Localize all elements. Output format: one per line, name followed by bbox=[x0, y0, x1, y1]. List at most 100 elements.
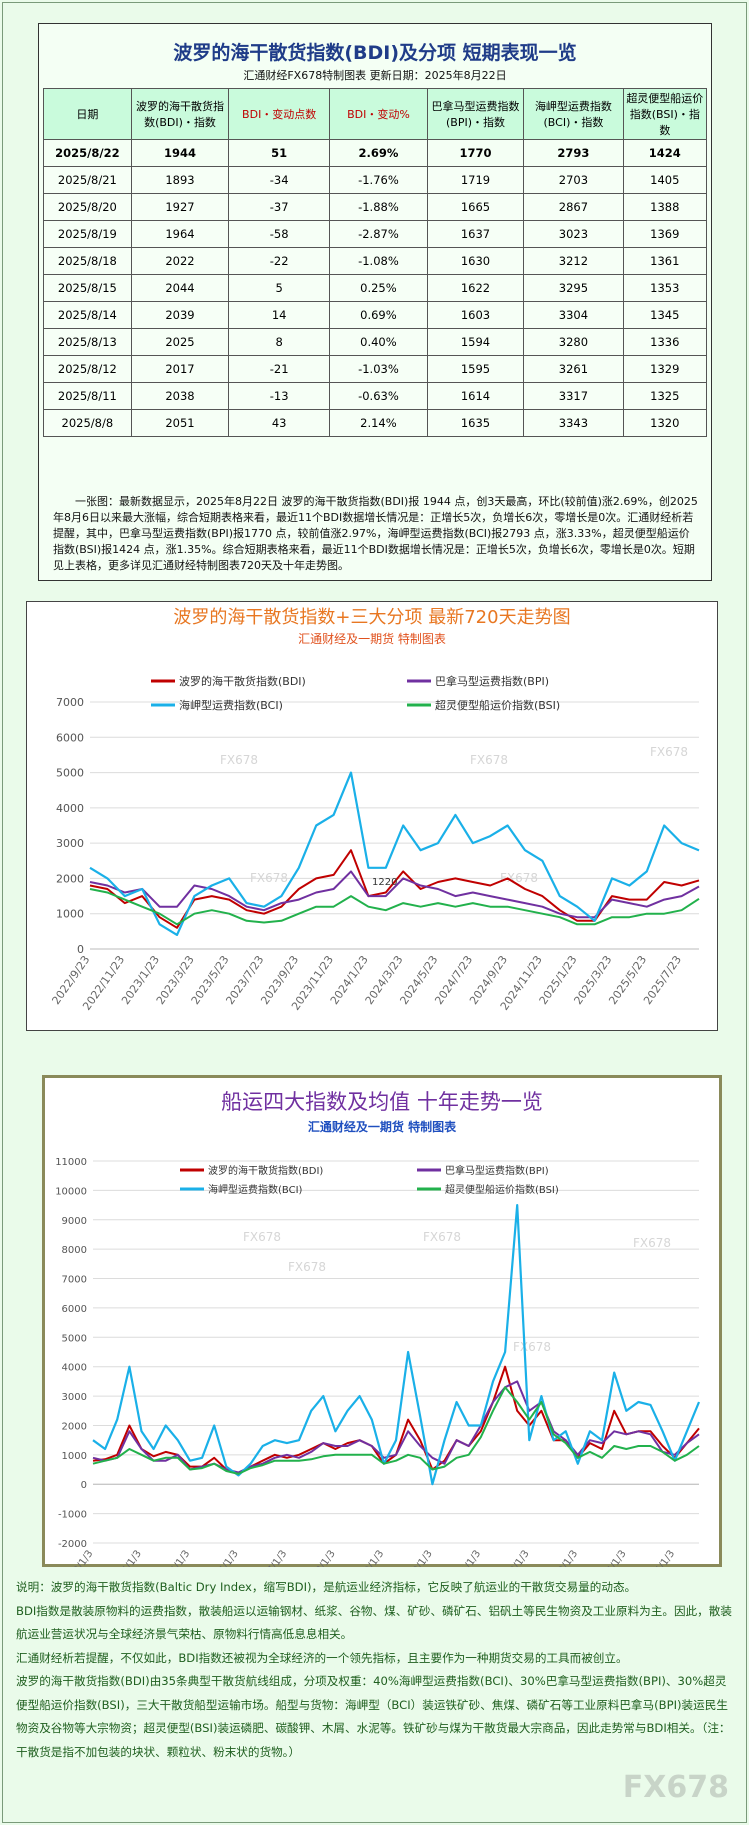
chart-title: 船运四大指数及均值 十年走势一览 bbox=[221, 1090, 543, 1114]
table-cell: 3304 bbox=[523, 301, 624, 329]
table-cell: 1770 bbox=[426, 139, 525, 167]
y-tick-label: 7000 bbox=[56, 696, 84, 709]
table-cell: 2025/8/8 bbox=[43, 409, 132, 437]
watermark: FX678 bbox=[288, 1260, 326, 1274]
note-paragraph: BDI指数是散装原物料的运费指数，散装船运以运输钢材、纸浆、谷物、煤、矿砂、磷矿… bbox=[16, 1603, 732, 1642]
y-tick-label: 11000 bbox=[55, 1157, 87, 1168]
table-cell: 1595 bbox=[426, 355, 525, 383]
table-cell: 2025/8/20 bbox=[43, 193, 132, 221]
watermark: FX678 bbox=[500, 871, 538, 885]
table-cell: 1603 bbox=[426, 301, 525, 329]
watermark: FX678 bbox=[220, 753, 258, 767]
table-cell: 2025/8/11 bbox=[43, 382, 132, 410]
header-cell: 日期 bbox=[43, 88, 132, 140]
table-cell: 2025/8/15 bbox=[43, 274, 132, 302]
table-cell: 2025/8/22 bbox=[43, 139, 132, 167]
note-paragraph: 波罗的海干散货指数(BDI)由35条典型干散货航线组成，分项及权重：40%海岬型… bbox=[16, 1674, 731, 1759]
table-cell: 1345 bbox=[622, 301, 708, 329]
y-tick-label: 1000 bbox=[62, 1451, 87, 1462]
notes: 说明：波罗的海干散货指数(Baltic Dry Index，缩写BDI)，是航运… bbox=[16, 1576, 738, 1764]
header-cell: BDI・变动% bbox=[329, 88, 428, 140]
table-cell: 1622 bbox=[426, 274, 525, 302]
table-cell: 1944 bbox=[130, 139, 230, 167]
watermark: FX678 bbox=[250, 871, 288, 885]
note-paragraph: 说明：波罗的海干散货指数(Baltic Dry Index，缩写BDI)，是航运… bbox=[16, 1580, 637, 1594]
table-cell: 1369 bbox=[622, 220, 708, 248]
legend-label: 巴拿马型运费指数(BPI) bbox=[445, 1164, 549, 1177]
table-row: 2025/8/12 2017 -21 -1.03% 1595 3261 1329 bbox=[43, 355, 708, 383]
table-cell: 8 bbox=[228, 328, 331, 356]
chart-720: 波罗的海干散货指数+三大分项 最新720天走势图 汇通财经及一期货 特制图表 0… bbox=[26, 601, 718, 1031]
legend-label: 巴拿马型运费指数(BPI) bbox=[435, 674, 549, 688]
table-row: 2025/8/13 2025 8 0.40% 1594 3280 1336 bbox=[43, 328, 708, 356]
table-subtitle: 汇通财经FX678特制图表 更新日期：2025年8月22日 bbox=[243, 69, 507, 82]
y-tick-label: 4000 bbox=[56, 802, 84, 815]
table-cell: -34 bbox=[228, 166, 331, 194]
table-cell: 3317 bbox=[523, 382, 624, 410]
table-cell: 0.40% bbox=[329, 328, 428, 356]
table-cell: 0.69% bbox=[329, 301, 428, 329]
header-cell: 巴拿马型运费指数(BPI)・指数 bbox=[426, 88, 525, 140]
table-cell: 43 bbox=[228, 409, 331, 437]
legend-label: 超灵便型船运价指数(BSI) bbox=[445, 1183, 559, 1196]
y-tick-label: 1000 bbox=[56, 908, 84, 921]
table-cell: 1361 bbox=[622, 247, 708, 275]
annotation: 1220 bbox=[372, 877, 397, 888]
table-cell: 3212 bbox=[523, 247, 624, 275]
watermark: FX678 bbox=[423, 1230, 461, 1244]
header-cell: 超灵便型船运价指数(BSI)・指数 bbox=[622, 88, 708, 140]
table-cell: 2867 bbox=[523, 193, 624, 221]
table-cell: 14 bbox=[228, 301, 331, 329]
table-cell: 2025/8/19 bbox=[43, 220, 132, 248]
series-line bbox=[89, 771, 700, 936]
table-cell: 2703 bbox=[523, 166, 624, 194]
table-cell: 2022 bbox=[130, 247, 230, 275]
table-cell: 1424 bbox=[622, 139, 708, 167]
y-tick-label: 5000 bbox=[56, 767, 84, 780]
table-cell: 1665 bbox=[426, 193, 525, 221]
legend-label: 超灵便型船运价指数(BSI) bbox=[435, 698, 560, 712]
header-cell: BDI・变动点数 bbox=[228, 88, 331, 140]
y-tick-label: 7000 bbox=[62, 1275, 87, 1286]
table-cell: 1964 bbox=[130, 220, 230, 248]
table-row: 2025/8/15 2044 5 0.25% 1622 3295 1353 bbox=[43, 274, 708, 302]
watermark: FX678 bbox=[650, 745, 688, 759]
table-cell: -0.63% bbox=[329, 382, 428, 410]
chart-title: 波罗的海干散货指数+三大分项 最新720天走势图 bbox=[173, 607, 570, 628]
table-cell: 2025/8/18 bbox=[43, 247, 132, 275]
table-row: 2025/8/22 1944 51 2.69% 1770 2793 1424 bbox=[43, 139, 708, 167]
chart-ten-year: 船运四大指数及均值 十年走势一览 汇通财经及一期货 特制图表 -2000 -100… bbox=[42, 1075, 722, 1567]
table-cell: 2793 bbox=[523, 139, 624, 167]
chart-subtitle: 汇通财经及一期货 特制图表 bbox=[298, 631, 446, 646]
table-cell: 1320 bbox=[622, 409, 708, 437]
watermark: FX678 bbox=[513, 1340, 551, 1354]
table-cell: 2025/8/13 bbox=[43, 328, 132, 356]
table-cell: 3295 bbox=[523, 274, 624, 302]
legend-label: 海岬型运费指数(BCI) bbox=[179, 698, 283, 712]
y-tick-label: 5000 bbox=[62, 1333, 87, 1344]
y-tick-label: -2000 bbox=[58, 1539, 87, 1550]
watermark: FX678 bbox=[243, 1230, 281, 1244]
table-cell: -22 bbox=[228, 247, 331, 275]
table-cell: 2051 bbox=[130, 409, 230, 437]
chart-frame bbox=[42, 1075, 722, 1567]
chart-frame bbox=[26, 601, 718, 1031]
table-title: 波罗的海干散货指数(BDI)及分项 短期表现一览 bbox=[173, 42, 577, 64]
table-cell: 1637 bbox=[426, 220, 525, 248]
table-cell: 2038 bbox=[130, 382, 230, 410]
table-cell: 3261 bbox=[523, 355, 624, 383]
y-tick-label: 3000 bbox=[62, 1392, 87, 1403]
table-cell: 2025/8/21 bbox=[43, 166, 132, 194]
table-row: 2025/8/14 2039 14 0.69% 1603 3304 1345 bbox=[43, 301, 708, 329]
table-cell: -1.08% bbox=[329, 247, 428, 275]
table-cell: 2025/8/14 bbox=[43, 301, 132, 329]
note-paragraph: 汇通财经析若提醒，不仅如此，BDI指数还被视为全球经济的一个领先指标，且主要作为… bbox=[16, 1650, 628, 1665]
header-row: 日期 波罗的海干散货指数(BDI)・指数 BDI・变动点数 BDI・变动% 巴拿马型运费… bbox=[43, 88, 708, 140]
watermark: FX678 bbox=[470, 753, 508, 767]
table-cell: -58 bbox=[228, 220, 331, 248]
table-cell: 1329 bbox=[622, 355, 708, 383]
y-tick-label: 9000 bbox=[62, 1216, 87, 1227]
header-cell: 波罗的海干散货指数(BDI)・指数 bbox=[130, 88, 230, 140]
table-cell: 1635 bbox=[426, 409, 525, 437]
table-row: 2025/8/18 2022 -22 -1.08% 1630 3212 1361 bbox=[43, 247, 708, 275]
